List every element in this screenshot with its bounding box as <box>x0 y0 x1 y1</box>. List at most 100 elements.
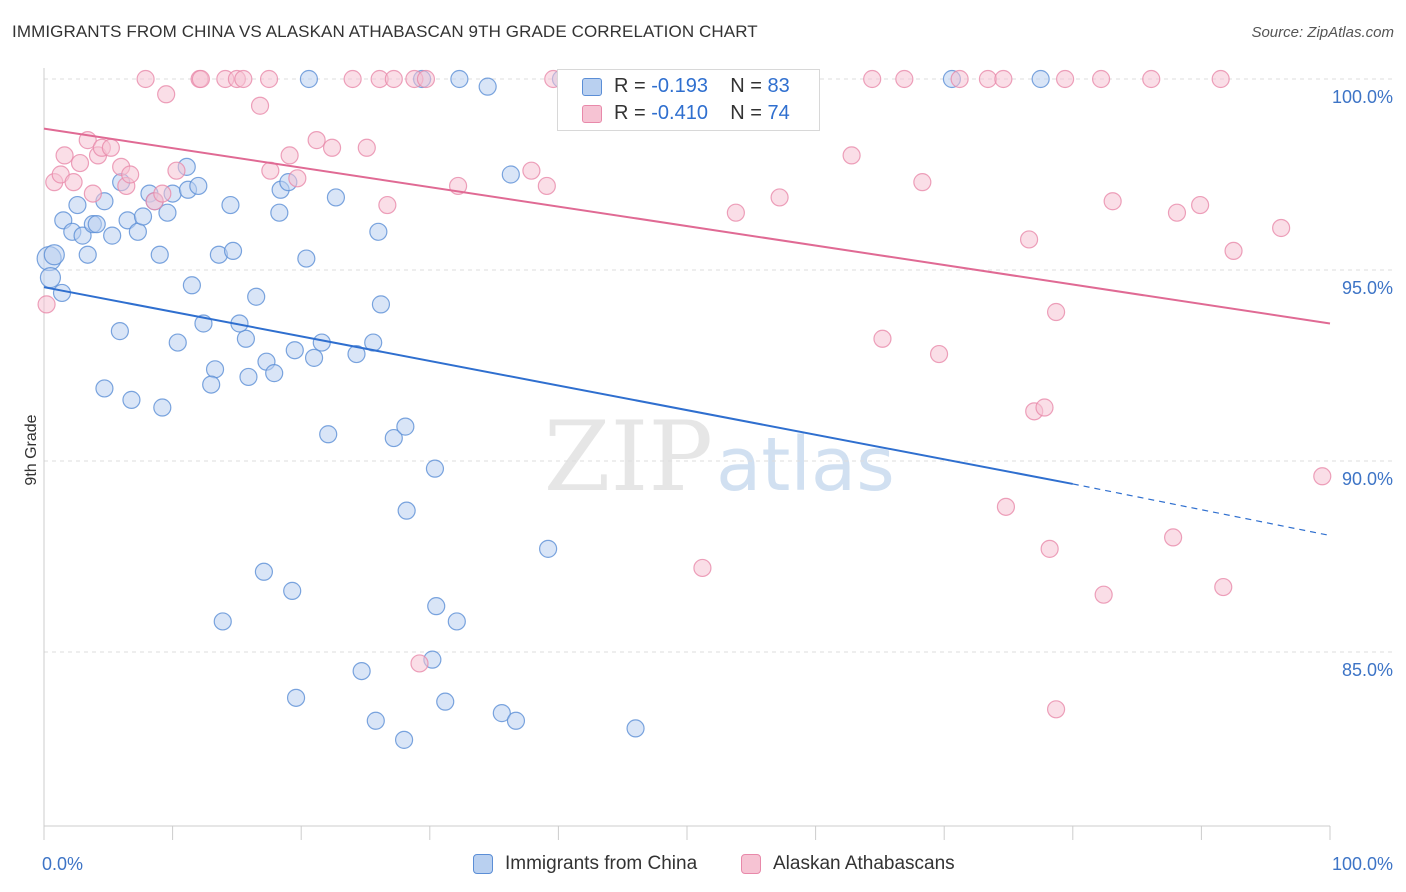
athabascan-point <box>280 146 299 165</box>
athabascan-point <box>863 69 882 89</box>
legend-r-value: -0.193 <box>651 75 708 97</box>
athabascan-point <box>250 96 270 115</box>
y-tick-label: 95.0% <box>1342 278 1393 298</box>
series-label-athabascan: Alaskan Athabascans <box>773 853 955 874</box>
china-point <box>133 207 153 226</box>
athabascan-point <box>101 138 120 157</box>
legend-n-value: 74 <box>767 102 790 124</box>
legend-n-value: 83 <box>767 75 790 97</box>
china-point <box>52 283 72 303</box>
athabascan-point <box>1142 69 1161 89</box>
china-point <box>221 195 240 215</box>
china-point <box>205 360 225 379</box>
china-point <box>371 295 391 314</box>
legend-swatch-china <box>582 78 602 96</box>
china-point <box>270 203 289 222</box>
athabascan-trend-line <box>43 127 1331 325</box>
china-point <box>128 222 147 241</box>
china-point <box>501 165 520 184</box>
china-point <box>95 379 114 398</box>
china-point <box>239 367 258 387</box>
athabascan-point <box>1167 203 1187 222</box>
china-point <box>299 69 319 89</box>
china-point <box>394 730 414 749</box>
china-point <box>213 612 232 631</box>
china-point <box>297 249 316 268</box>
athabascan-point <box>1191 195 1210 215</box>
china-point <box>312 333 331 352</box>
china-point <box>1031 69 1050 89</box>
y-axis-label: 9th Grade <box>23 414 40 485</box>
china-point <box>87 215 106 234</box>
athabascan-point <box>994 69 1013 89</box>
athabascan-point <box>191 69 210 89</box>
china-trend-line <box>43 286 1073 485</box>
watermark-zip: ZIP <box>544 401 713 513</box>
china-point <box>425 459 445 478</box>
legend-n-label: N = <box>730 102 762 124</box>
athabascan-point <box>522 161 541 180</box>
correlation-legend: R = -0.193 N = 83 R = -0.410 N = 74 <box>557 69 820 131</box>
series-legend: Immigrants from China Alaskan Athabascan… <box>0 852 1406 878</box>
china-point <box>347 344 366 364</box>
athabascan-point <box>357 138 376 157</box>
china-point <box>427 597 446 616</box>
athabascan-point <box>1055 69 1075 89</box>
china-point <box>182 276 201 295</box>
legend-r-label: R = <box>614 75 646 97</box>
china-point <box>450 69 469 89</box>
athabascan-point <box>64 173 83 192</box>
china-point <box>236 329 256 348</box>
athabascan-point <box>1094 585 1113 604</box>
athabascan-point <box>322 138 342 157</box>
china-point <box>436 692 455 711</box>
athabascan-point <box>996 497 1016 516</box>
athabascan-point <box>1214 577 1233 597</box>
athabascan-point <box>157 85 176 104</box>
china-point <box>247 287 266 306</box>
athabascan-point <box>693 558 712 578</box>
athabascan-point <box>1040 539 1059 558</box>
athabascan-point <box>950 69 969 89</box>
athabascan-point <box>234 69 253 89</box>
athabascan-point <box>873 329 892 348</box>
athabascan-point <box>416 69 436 89</box>
athabascan-point <box>70 153 90 173</box>
athabascan-point <box>1272 218 1291 238</box>
athabascan-point <box>770 188 789 207</box>
athabascan-point <box>153 184 172 203</box>
china-point <box>39 267 62 289</box>
china-point <box>265 364 284 383</box>
athabascan-point <box>307 131 326 150</box>
athabascan-point <box>378 195 397 215</box>
athabascan-point <box>136 69 155 89</box>
china-point <box>319 425 338 444</box>
china-point <box>478 77 497 96</box>
china-point <box>153 398 172 417</box>
china-trend-line-extension <box>1072 483 1331 537</box>
china-point <box>110 322 129 341</box>
athabascan-point <box>288 169 307 188</box>
chart-title: IMMIGRANTS FROM CHINA VS ALASKAN ATHABAS… <box>12 22 758 41</box>
china-point <box>103 226 122 245</box>
series-label-china: Immigrants from China <box>505 853 698 874</box>
athabascan-point <box>384 69 403 89</box>
x-tick-label-max: 100.0% <box>1332 854 1393 874</box>
china-point <box>304 348 324 367</box>
athabascan-point <box>121 165 140 184</box>
china-point <box>150 245 169 264</box>
legend-r-value: -0.410 <box>651 102 708 124</box>
china-point <box>285 341 304 360</box>
athabascan-point <box>1211 69 1230 89</box>
athabascan-point <box>913 173 932 192</box>
athabascan-point <box>895 69 914 89</box>
china-point <box>506 711 526 730</box>
china-point <box>397 501 416 520</box>
athabascan-point <box>1313 467 1332 486</box>
athabascan-point <box>978 69 998 89</box>
athabascan-point <box>37 295 56 314</box>
china-point <box>202 375 221 394</box>
athabascan-point <box>83 184 102 203</box>
athabascan-point <box>1091 69 1111 89</box>
china-point <box>283 581 302 600</box>
